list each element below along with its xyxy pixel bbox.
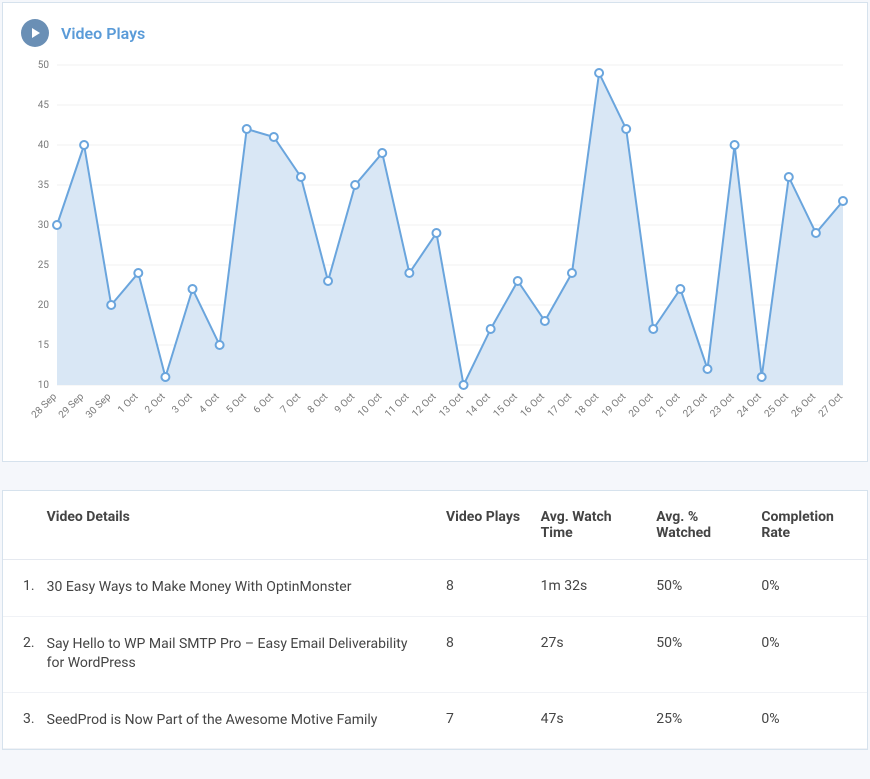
- video-plays-card: Video Plays 10 15 20 25 30 35 40 45 50 28 Sep29 S…: [2, 2, 868, 462]
- row-watch-time: 47s: [531, 692, 647, 749]
- row-plays: 8: [436, 560, 531, 617]
- svg-text:29 Sep: 29 Sep: [57, 391, 87, 421]
- svg-text:18 Oct: 18 Oct: [573, 391, 601, 419]
- row-title[interactable]: SeedProd is Now Part of the Awesome Moti…: [37, 692, 436, 749]
- svg-text:24 Oct: 24 Oct: [735, 391, 763, 419]
- video-plays-chart: 10 15 20 25 30 35 40 45 50 28 Sep29 Sep30 Sep1 Oc…: [21, 55, 849, 455]
- row-completion: 0%: [751, 560, 867, 617]
- svg-text:30: 30: [38, 220, 50, 231]
- svg-text:45: 45: [38, 100, 50, 111]
- table-row: 2.Say Hello to WP Mail SMTP Pro – Easy E…: [3, 616, 867, 692]
- svg-text:26 Oct: 26 Oct: [790, 391, 818, 419]
- svg-text:7 Oct: 7 Oct: [279, 391, 303, 415]
- svg-text:3 Oct: 3 Oct: [170, 391, 194, 415]
- svg-text:35: 35: [38, 180, 50, 191]
- svg-text:1 Oct: 1 Oct: [116, 391, 140, 415]
- row-title[interactable]: Say Hello to WP Mail SMTP Pro – Easy Ema…: [37, 616, 436, 692]
- svg-text:20: 20: [38, 300, 50, 311]
- svg-text:25 Oct: 25 Oct: [763, 391, 791, 419]
- svg-text:27 Oct: 27 Oct: [817, 391, 845, 419]
- card-title: Video Plays: [61, 24, 145, 43]
- svg-text:19 Oct: 19 Oct: [600, 391, 628, 419]
- svg-text:40: 40: [38, 140, 50, 151]
- card-header: Video Plays: [21, 19, 849, 47]
- video-details-table-card: Video Details Video Plays Avg. Watch Tim…: [2, 490, 868, 750]
- svg-text:22 Oct: 22 Oct: [681, 391, 709, 419]
- svg-text:6 Oct: 6 Oct: [252, 391, 276, 415]
- row-pct-watched: 50%: [646, 616, 751, 692]
- col-header-plays: Video Plays: [436, 491, 531, 560]
- row-title[interactable]: 30 Easy Ways to Make Money With OptinMon…: [37, 560, 436, 617]
- row-pct-watched: 50%: [646, 560, 751, 617]
- svg-text:11 Oct: 11 Oct: [383, 391, 411, 419]
- svg-text:23 Oct: 23 Oct: [708, 391, 736, 419]
- play-icon: [21, 19, 49, 47]
- svg-text:12 Oct: 12 Oct: [410, 391, 438, 419]
- svg-text:14 Oct: 14 Oct: [464, 391, 492, 419]
- svg-text:2 Oct: 2 Oct: [143, 391, 167, 415]
- svg-text:4 Oct: 4 Oct: [197, 391, 221, 415]
- svg-text:13 Oct: 13 Oct: [437, 391, 465, 419]
- row-plays: 7: [436, 692, 531, 749]
- row-watch-time: 1m 32s: [531, 560, 647, 617]
- svg-text:28 Sep: 28 Sep: [30, 391, 60, 421]
- svg-text:8 Oct: 8 Oct: [306, 391, 330, 415]
- svg-text:10: 10: [38, 380, 50, 391]
- row-index: 2.: [3, 616, 37, 692]
- table-row: 3.SeedProd is Now Part of the Awesome Mo…: [3, 692, 867, 749]
- row-completion: 0%: [751, 692, 867, 749]
- col-header-watch-time: Avg. Watch Time: [531, 491, 647, 560]
- table-row: 1.30 Easy Ways to Make Money With OptinM…: [3, 560, 867, 617]
- svg-text:15 Oct: 15 Oct: [492, 391, 520, 419]
- table-header-row: Video Details Video Plays Avg. Watch Tim…: [3, 491, 867, 560]
- row-watch-time: 27s: [531, 616, 647, 692]
- svg-text:15: 15: [38, 340, 50, 351]
- col-header-completion: Completion Rate: [751, 491, 867, 560]
- col-header-pct-watched: Avg. % Watched: [646, 491, 751, 560]
- svg-text:9 Oct: 9 Oct: [333, 391, 357, 415]
- svg-text:50: 50: [38, 60, 50, 71]
- svg-text:5 Oct: 5 Oct: [224, 391, 248, 415]
- row-pct-watched: 25%: [646, 692, 751, 749]
- svg-text:30 Sep: 30 Sep: [84, 391, 114, 421]
- col-header-details: Video Details: [37, 491, 436, 560]
- svg-text:25: 25: [38, 260, 50, 271]
- row-completion: 0%: [751, 616, 867, 692]
- svg-text:20 Oct: 20 Oct: [627, 391, 655, 419]
- svg-text:21 Oct: 21 Oct: [654, 391, 682, 419]
- row-index: 1.: [3, 560, 37, 617]
- video-details-table: Video Details Video Plays Avg. Watch Tim…: [3, 491, 867, 749]
- svg-text:10 Oct: 10 Oct: [356, 391, 384, 419]
- row-plays: 8: [436, 616, 531, 692]
- col-header-idx: [3, 491, 37, 560]
- svg-text:17 Oct: 17 Oct: [546, 391, 574, 419]
- svg-text:16 Oct: 16 Oct: [519, 391, 547, 419]
- row-index: 3.: [3, 692, 37, 749]
